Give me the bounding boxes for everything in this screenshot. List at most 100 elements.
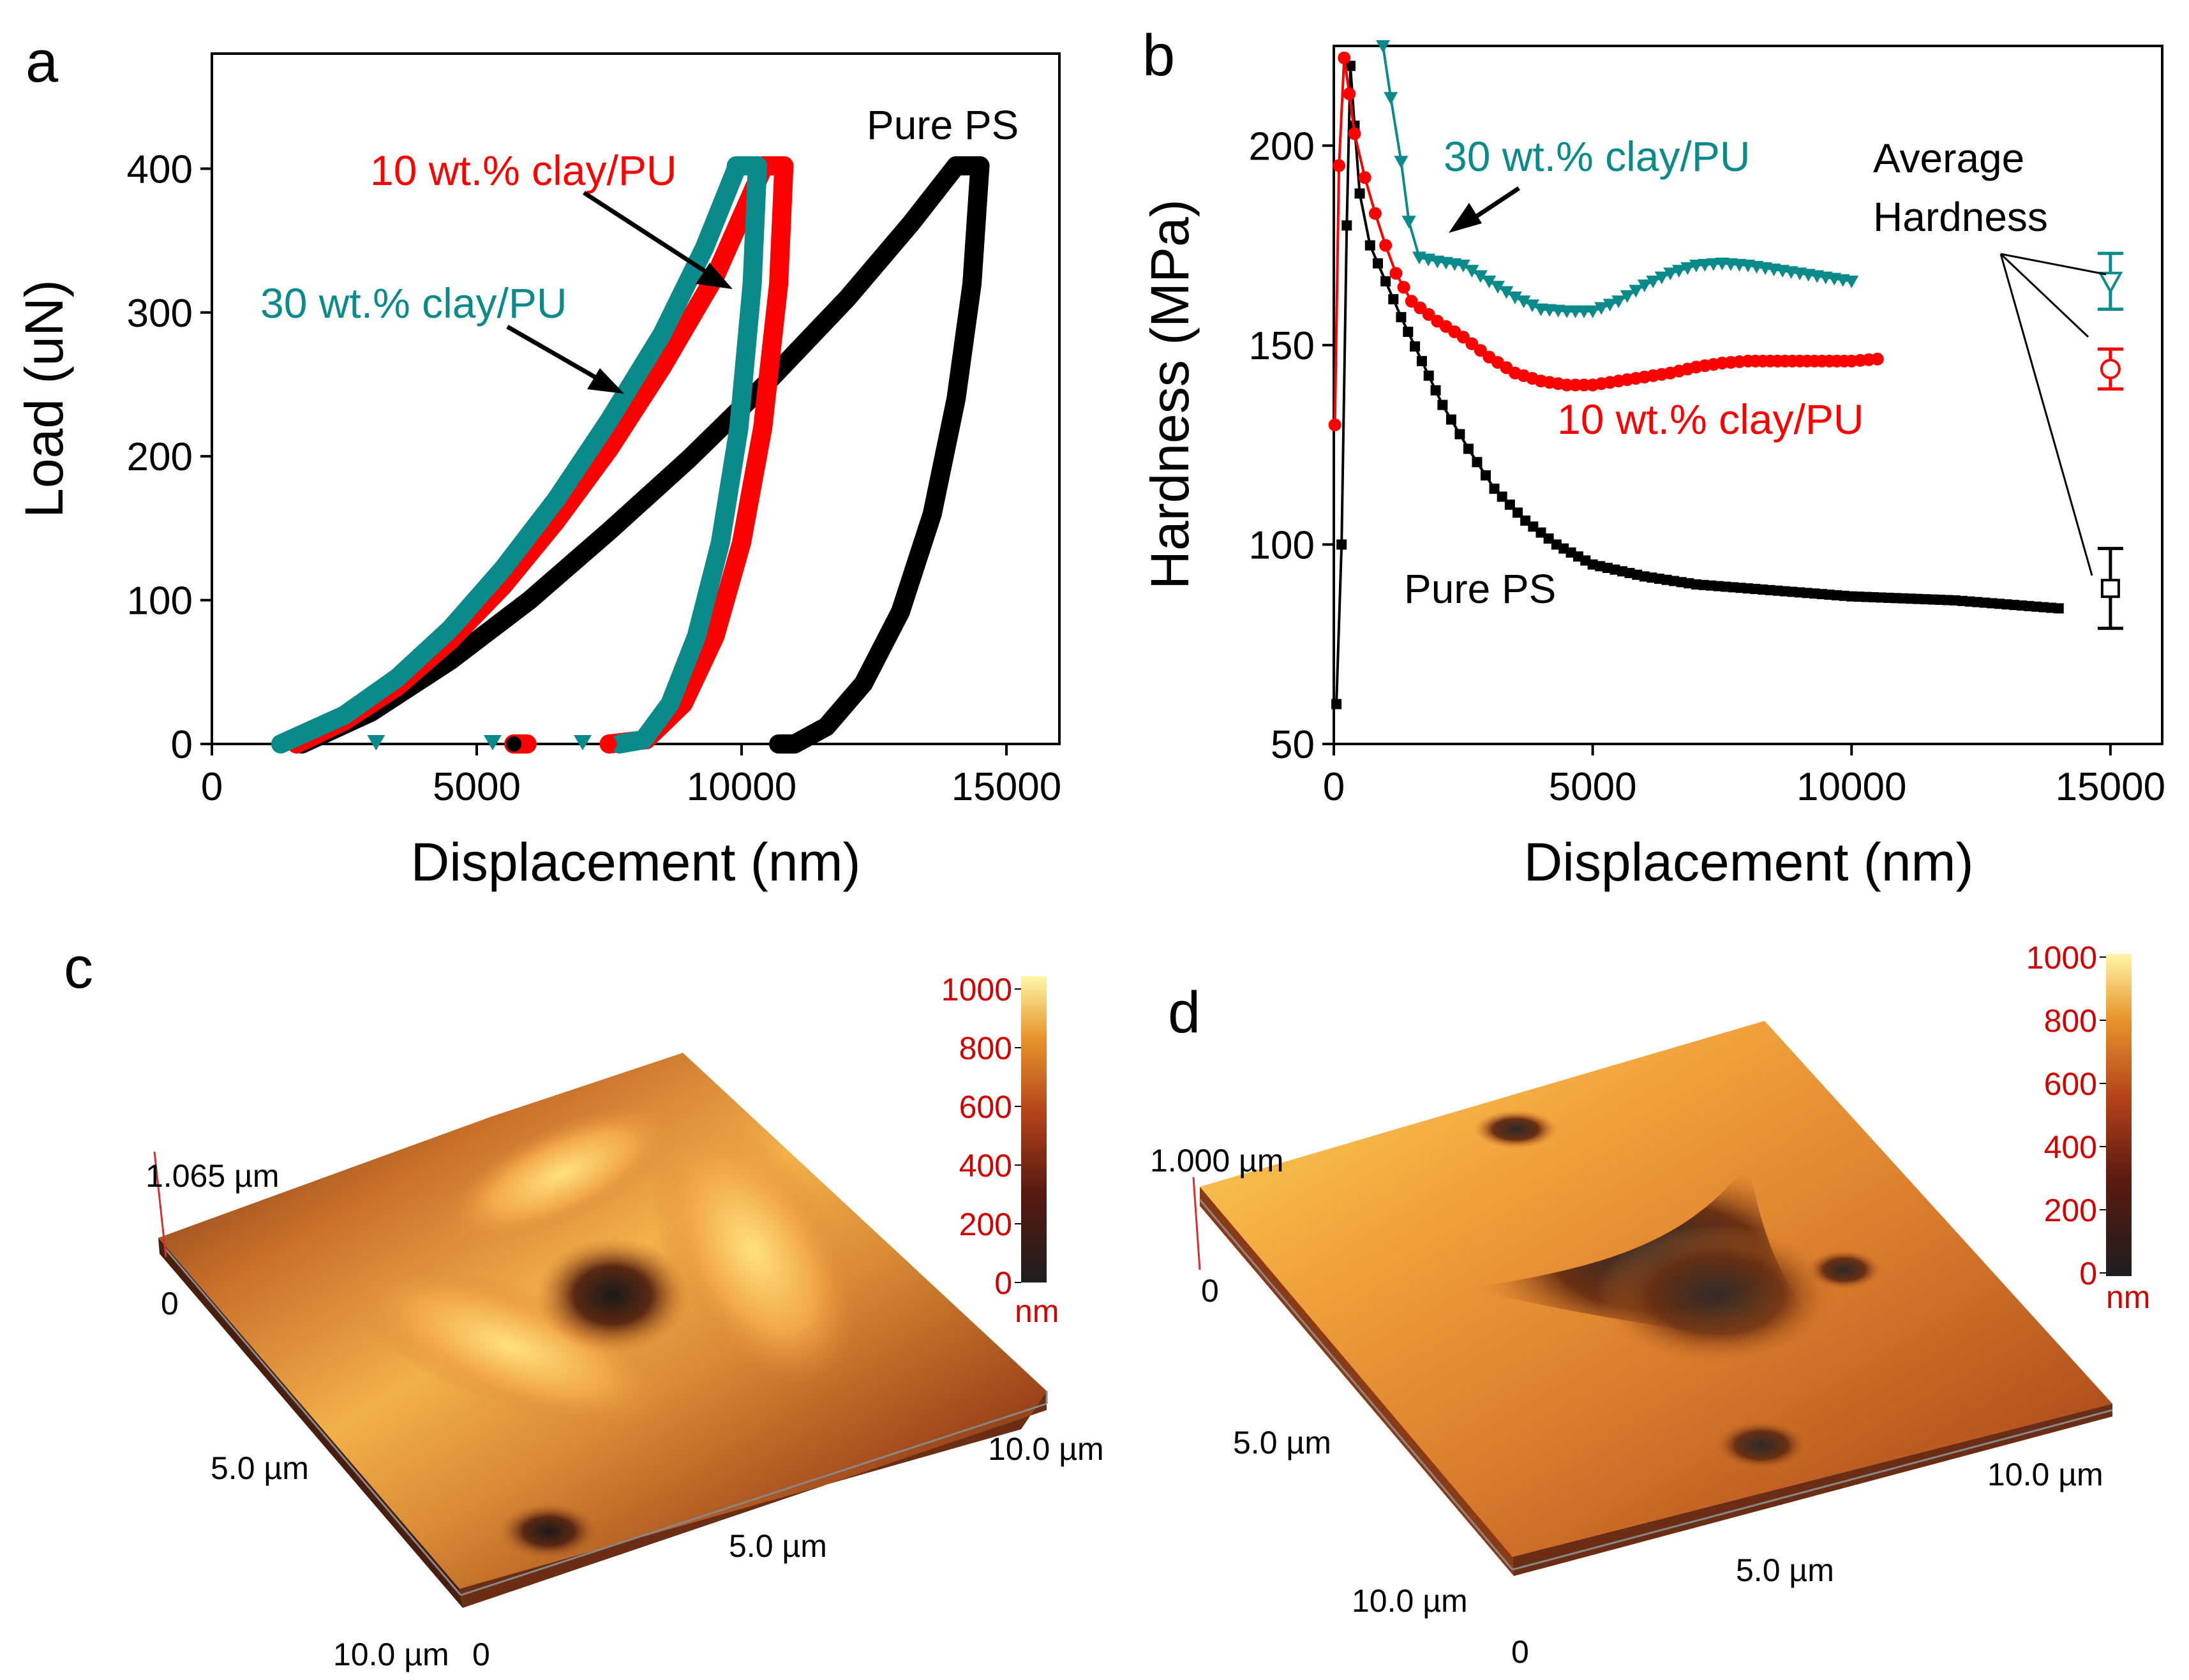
- chart-b-30-wt-clay-pu-point-13: [1490, 281, 1505, 294]
- afm-c-colorbar-tick-label-3: 400: [959, 1148, 1012, 1184]
- afm-d-axis-label-right-mid: 5.0 µm: [1736, 1552, 1834, 1588]
- chart-b-pure-ps-point-18: [1454, 429, 1465, 440]
- chart-a-annotation-30wt: 30 wt.% clay/PU: [260, 279, 567, 327]
- chart-b-pure-ps-point-12: [1410, 341, 1421, 352]
- afm-panel-c: 1.065 µm 0 5.0 µm 10.0 µm 5.0 µm 10.0 µm…: [146, 972, 1104, 1672]
- chart-b-pure-ps-average-marker: [2100, 579, 2120, 598]
- chart-b-ytick-label-0: 50: [1271, 723, 1315, 767]
- afm-d-axis-label-left-end: 10.0 µm: [1352, 1583, 1468, 1619]
- chart-b-xtick-label-0: 0: [1323, 765, 1345, 809]
- chart-b-10-wt-clay-pu-line: [1333, 57, 1878, 425]
- chart-b-10-wt-clay-pu-point-5: [1358, 171, 1371, 184]
- chart-b-30-wt-clay-pu-point-14: [1499, 286, 1514, 299]
- panel-letter-b: b: [1142, 23, 1175, 88]
- chart-a-ytick-label-0: 0: [171, 723, 193, 767]
- chart-b-30-wt-clay-pu-point-16: [1516, 295, 1531, 309]
- chart-b-annotation-average: Average: [1873, 135, 2024, 181]
- chart-b-pure-ps-point-25: [1512, 507, 1523, 518]
- afm-c-origin-label: 0: [161, 1286, 179, 1321]
- chart-b-pure-ps-point-11: [1403, 327, 1414, 338]
- afm-d-surface: [1192, 1021, 2113, 1576]
- chart-b-10-wt-clay-pu-point-4: [1348, 127, 1361, 140]
- afm-d-colorbar-tick-label-2: 600: [2044, 1066, 2097, 1102]
- chart-a-ylabel: Load (uN): [14, 279, 74, 518]
- afm-panel-d: 1.000 µm 0 5.0 µm 10.0 µm 5.0 µm 10.0 µm…: [1150, 940, 2150, 1670]
- chart-a-30-wt-clay-pu-marker-2: [574, 735, 592, 750]
- chart-b-xtick-label-2: 10000: [1797, 765, 1906, 809]
- chart-a: 0 5000 10000 15000 0 100 200 300 400 Displacemen…: [14, 52, 1062, 892]
- chart-b-10-wt-clay-pu-point-1: [1333, 159, 1346, 172]
- chart-b-30-wt-clay-pu-point-1: [1384, 92, 1398, 105]
- chart-b-pure-ps-point-2: [1341, 220, 1352, 231]
- chart-a-annotation-10wt: 10 wt.% clay/PU: [370, 147, 677, 194]
- afm-c-axis-label-left-mid: 5.0 µm: [211, 1450, 309, 1486]
- chart-b-30-wt-clay-pu-point-10: [1465, 265, 1479, 278]
- chart-a-ytick-label-2: 200: [127, 435, 193, 479]
- chart-b-30-wt-clay-pu-point-29: [1629, 285, 1643, 298]
- chart-a-ytick-label-1: 100: [127, 579, 193, 623]
- chart-b-pure-ps-point-26: [1520, 515, 1531, 526]
- afm-d-colorbar-unit: nm: [2106, 1279, 2150, 1315]
- chart-b: 0 5000 10000 15000 50 100 150 200 Displacement …: [1140, 40, 2165, 892]
- chart-a-xlabel: Displacement (nm): [411, 832, 861, 892]
- chart-b-pure-ps-point-19: [1463, 443, 1474, 454]
- chart-b-10-wt-clay-pu-point-2: [1338, 51, 1351, 64]
- afm-c-colorbar-tick-label-2: 600: [959, 1089, 1012, 1125]
- chart-b-pure-ps-point-24: [1504, 499, 1515, 510]
- chart-b-pure-ps-point-7: [1372, 258, 1383, 269]
- chart-b-30-wt-clay-pu-point-31: [1646, 275, 1661, 288]
- chart-a-series-30-wt-clay-pu: [271, 156, 767, 754]
- chart-b-30-wt-clay-pu-point-36: [1689, 259, 1703, 272]
- chart-b-pure-ps-point-98: [2053, 603, 2064, 614]
- afm-c-colorbar-tick-label-1: 800: [959, 1030, 1012, 1066]
- chart-b-pure-ps-point-20: [1472, 457, 1483, 468]
- chart-b-10-wt-clay-pu-point-66: [1871, 352, 1884, 366]
- afm-d-axis-label-right-end: 10.0 µm: [1987, 1457, 2103, 1492]
- afm-d-colorbar-bar: [2106, 954, 2132, 1276]
- chart-b-30-wt-clay-pu-point-27: [1611, 295, 1626, 309]
- afm-c-colorbar: 1000 800 600 400 200 0 nm: [941, 972, 1059, 1329]
- chart-b-pure-ps-point-22: [1489, 483, 1500, 494]
- chart-b-pure-ps-point-16: [1437, 399, 1448, 410]
- afm-d-colorbar-tick-label-4: 200: [2044, 1193, 2097, 1228]
- chart-b-ytick-label-2: 150: [1249, 324, 1315, 368]
- chart-b-annotation-hardness: Hardness: [1873, 194, 2048, 240]
- afm-c-surface: [153, 1053, 1048, 1608]
- chart-b-xtick-label-1: 5000: [1549, 765, 1637, 809]
- chart-b-pure-ps-point-23: [1497, 491, 1507, 502]
- chart-b-annotation-30wt: 30 wt.% clay/PU: [1444, 133, 1751, 180]
- chart-b-10-wt-clay-pu-point-16: [1456, 331, 1470, 344]
- chart-a-series-pure-ps: [292, 156, 990, 754]
- afm-d-colorbar-tick-label-0: 1000: [2026, 940, 2097, 976]
- chart-b-pure-ps-point-9: [1388, 294, 1399, 304]
- panel-letter-c: c: [64, 935, 93, 1000]
- afm-d-colorbar-tick-label-3: 400: [2044, 1129, 2097, 1165]
- chart-a-xtick-label-1: 5000: [433, 765, 521, 809]
- chart-b-arrow-30wt: [1449, 186, 1520, 233]
- chart-b-30-wt-clay-pu-average: [2097, 251, 2123, 311]
- chart-a-ytick-label-3: 300: [127, 292, 193, 336]
- chart-b-10-wt-clay-pu-point-8: [1389, 267, 1403, 280]
- chart-b-30-wt-clay-pu-point-34: [1671, 265, 1686, 278]
- chart-b-pure-ps-point-0: [1331, 699, 1342, 710]
- chart-a-pure-ps-unloading: [785, 156, 990, 754]
- chart-b-10-wt-clay-pu-point-17: [1465, 337, 1479, 350]
- chart-a-ticks: 0 5000 10000 15000 0 100 200 300 400: [127, 147, 1062, 809]
- afm-c-colorbar-bar: [1021, 976, 1047, 1282]
- afm-d-colorbar: 1000 800 600 400 200 0 nm: [2026, 940, 2151, 1315]
- chart-b-30-wt-clay-pu-point-0: [1376, 40, 1391, 53]
- chart-b-30-wt-clay-pu-point-24: [1585, 305, 1600, 318]
- chart-a-30-wt-clay-pu-loading: [271, 159, 746, 754]
- chart-a-arrow-10wt: [583, 191, 733, 289]
- panel-letter-a: a: [26, 29, 59, 94]
- chart-b-pure-ps-point-29: [1543, 533, 1554, 544]
- chart-b-annotation-10wt: 10 wt.% clay/PU: [1557, 396, 1864, 443]
- chart-b-10-wt-clay-pu-point-9: [1397, 281, 1410, 294]
- chart-a-xtick-label-0: 0: [201, 765, 223, 809]
- afm-d-z-label: 1.000 µm: [1150, 1143, 1283, 1178]
- chart-b-30-wt-clay-pu-point-3: [1401, 216, 1416, 229]
- chart-b-30-wt-clay-pu-line: [1382, 45, 1852, 313]
- chart-b-30-wt-clay-pu-point-25: [1594, 302, 1609, 315]
- chart-b-xtick-label-3: 15000: [2056, 765, 2165, 809]
- afm-c-colorbar-tick-label-4: 200: [959, 1207, 1012, 1242]
